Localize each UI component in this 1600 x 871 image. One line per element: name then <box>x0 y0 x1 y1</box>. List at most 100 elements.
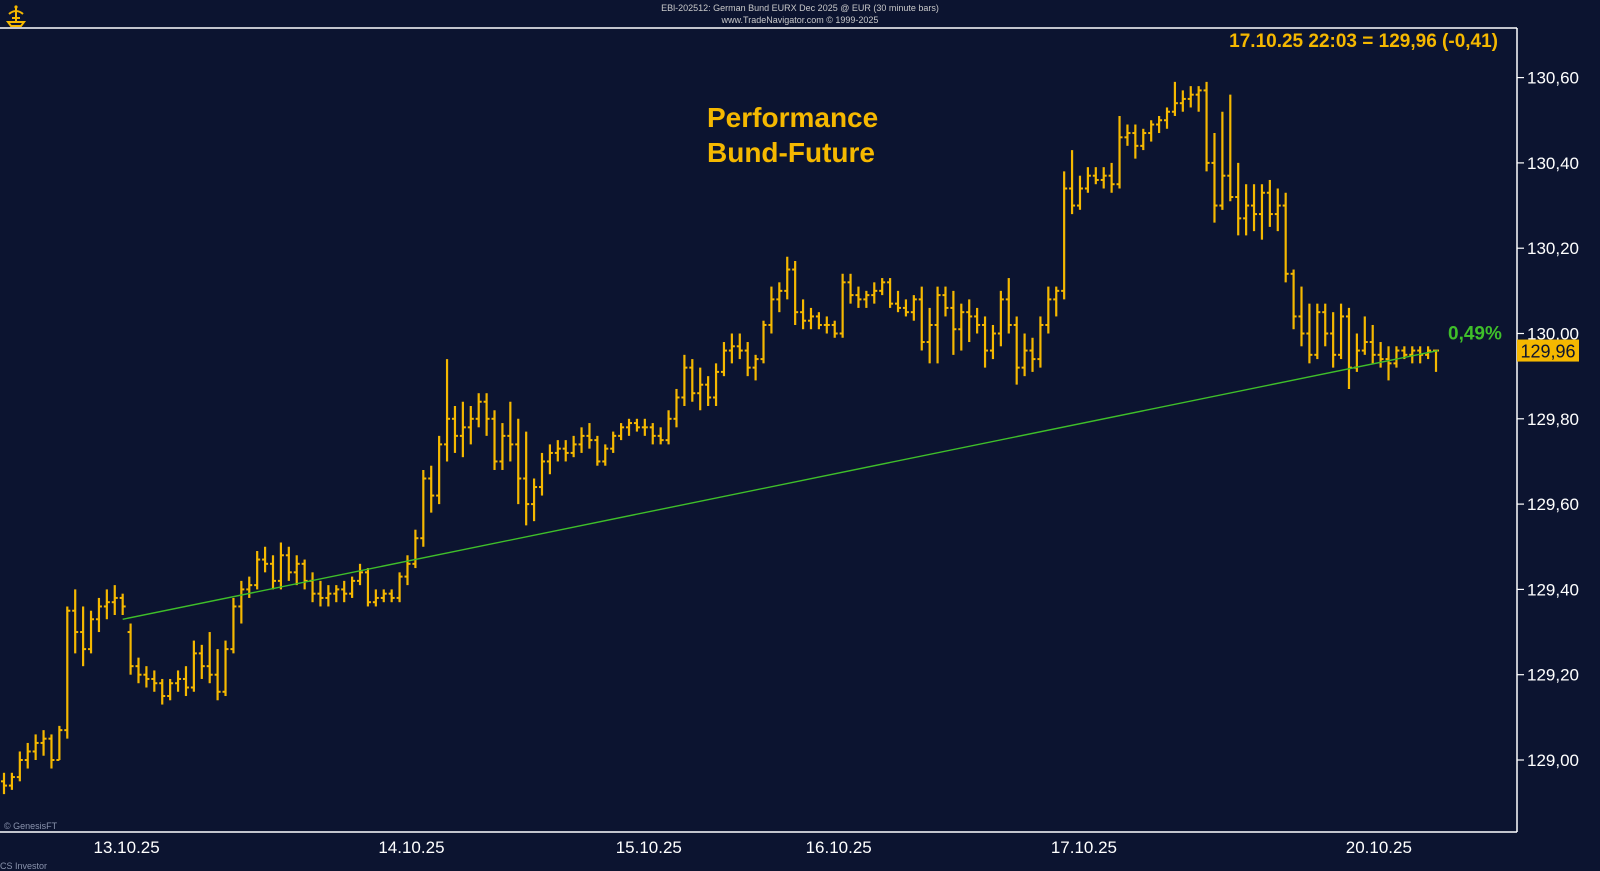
ohlc-bar <box>1 772 7 795</box>
ohlc-bar <box>570 435 577 458</box>
ohlc-bar <box>1100 167 1107 189</box>
last-quote-label: 17.10.25 22:03 = 129,96 (-0,41) <box>1229 31 1498 52</box>
ohlc-bar <box>863 290 870 308</box>
ohlc-bar <box>982 316 989 368</box>
ohlc-bar <box>1092 167 1099 185</box>
ohlc-bar <box>958 303 965 351</box>
ohlc-bar <box>673 388 680 428</box>
ohlc-bar <box>507 401 514 462</box>
ohlc-bar <box>1409 346 1416 364</box>
ohlc-bar <box>665 410 672 445</box>
ohlc-bar <box>246 576 253 598</box>
chart-title-line2: Bund-Future <box>707 137 875 168</box>
ohlc-bar <box>800 299 807 330</box>
ohlc-bar <box>1282 192 1289 283</box>
ohlc-bar <box>372 589 379 607</box>
ohlc-bar <box>167 678 174 701</box>
ohlc-bar <box>111 585 118 615</box>
ohlc-bar <box>1274 188 1281 232</box>
ohlc-bar <box>143 666 150 688</box>
ohlc-bar <box>206 632 213 684</box>
ohlc-bar <box>103 589 110 620</box>
x-tick-label: 16.10.25 <box>806 838 872 857</box>
ohlc-bar <box>697 367 704 411</box>
ohlc-bar <box>40 730 47 756</box>
ohlc-bar <box>1045 286 1052 334</box>
ohlc-bar <box>420 469 427 547</box>
ohlc-bar <box>127 623 134 675</box>
ohlc-bar <box>182 666 189 697</box>
ohlc-bar <box>562 440 569 462</box>
ohlc-bar <box>1084 167 1091 193</box>
trend-line <box>122 349 1439 620</box>
ohlc-bar <box>341 580 348 603</box>
ohlc-bar <box>1330 312 1337 368</box>
ohlc-bar <box>1322 303 1329 347</box>
y-tick-label: 130,60 <box>1527 69 1579 88</box>
ohlc-bar <box>491 410 498 470</box>
ohlc-bar <box>190 640 197 692</box>
ohlc-bar <box>1306 303 1313 364</box>
y-tick-label: 129,00 <box>1527 751 1579 770</box>
ohlc-bar <box>80 606 87 667</box>
ohlc-bar <box>333 585 340 603</box>
header-line2: www.TradeNavigator.com © 1999-2025 <box>721 15 879 25</box>
ohlc-bar <box>657 427 664 445</box>
ohlc-bar <box>1029 337 1036 372</box>
ohlc-bar <box>1377 342 1384 368</box>
ohlc-bar <box>736 333 743 360</box>
ohlc-bar <box>895 290 902 313</box>
ohlc-bar <box>855 286 862 308</box>
ohlc-bar <box>1243 184 1250 236</box>
ohlc-bar <box>135 657 142 684</box>
ohlc-bar <box>815 312 822 330</box>
ohlc-bar <box>499 423 506 470</box>
ohlc-bar <box>475 393 482 428</box>
ohlc-bar <box>950 290 957 355</box>
ohlc-bar <box>831 320 838 338</box>
x-tick-label: 17.10.25 <box>1051 838 1117 857</box>
ohlc-bar <box>1235 162 1242 236</box>
y-tick-label: 129,20 <box>1527 666 1579 685</box>
ohlc-bar <box>910 295 917 321</box>
ohlc-bar <box>538 452 545 496</box>
ohlc-bar <box>1148 120 1155 142</box>
y-tick-label: 130,20 <box>1527 239 1579 258</box>
y-tick-label: 130,00 <box>1527 325 1579 344</box>
ohlc-bar <box>254 551 261 590</box>
ohlc-bar <box>1037 316 1044 368</box>
ohlc-bar <box>1227 94 1234 202</box>
ohlc-bar <box>444 359 451 462</box>
ohlc-bars <box>1 81 1439 795</box>
ohlc-bar <box>404 555 411 586</box>
ohlc-bar <box>966 299 973 343</box>
ohlc-bar <box>72 589 79 654</box>
ohlc-bar <box>222 640 229 697</box>
ohlc-bar <box>1156 115 1163 134</box>
ohlc-bar <box>1314 303 1321 360</box>
ohlc-bar <box>713 363 720 407</box>
ohlc-bar <box>88 610 95 654</box>
ohlc-bar <box>325 585 332 607</box>
ohlc-bar <box>705 376 712 407</box>
ohlc-bar <box>689 359 696 402</box>
y-axis: 129,00 129,20 129,40 129,60 129,80 130,00 130,… <box>1517 69 1579 770</box>
ohlc-bar <box>1053 286 1060 317</box>
ohlc-bar <box>792 260 799 325</box>
ohlc-bar <box>1116 115 1123 189</box>
ohlc-bar <box>1076 175 1083 210</box>
ohlc-bar <box>784 256 791 300</box>
ohlc-bar <box>1251 184 1258 232</box>
ohlc-bar <box>1290 269 1297 330</box>
ohlc-bar <box>531 478 538 522</box>
ohlc-bar <box>95 597 102 633</box>
ohlc-bar <box>602 444 609 466</box>
ohlc-bar <box>641 418 648 436</box>
ohlc-bar <box>1361 316 1368 355</box>
ohlc-bar <box>926 307 933 364</box>
ohlc-bar <box>610 431 617 453</box>
ohlc-bar <box>16 751 23 782</box>
ohlc-bar <box>618 423 625 441</box>
ohlc-bar <box>1132 124 1139 159</box>
ohlc-bar <box>1338 303 1345 360</box>
